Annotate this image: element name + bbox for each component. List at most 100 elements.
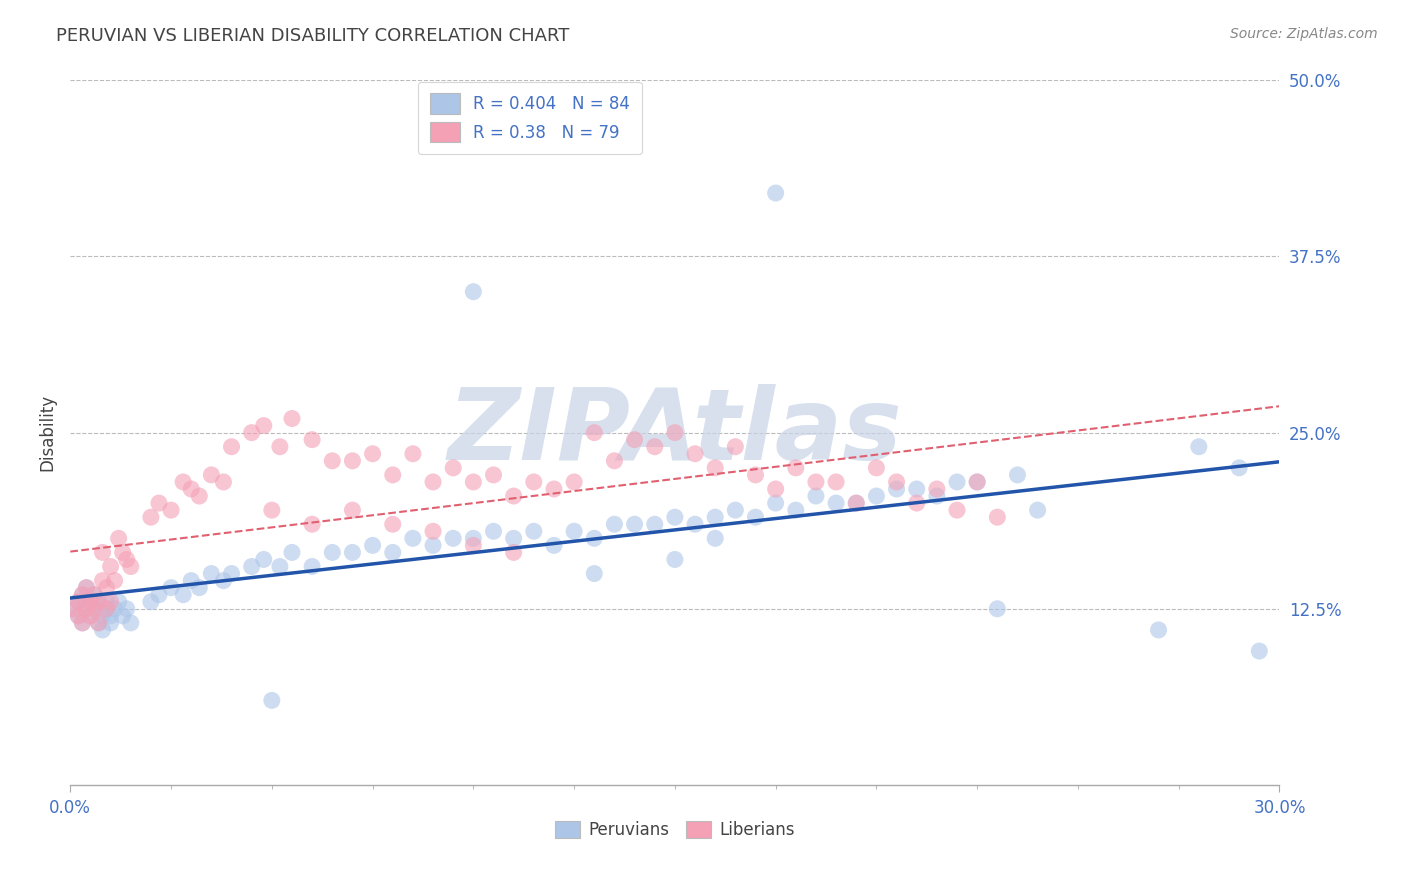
Point: [422, 475, 444, 489]
Point: [160, 503, 183, 517]
Point: [845, 496, 868, 510]
Point: [925, 489, 948, 503]
Point: [765, 496, 787, 510]
Point: [107, 532, 129, 546]
Point: [240, 559, 263, 574]
Point: [180, 574, 202, 588]
Point: [67, 608, 90, 623]
Point: [463, 285, 485, 299]
Point: [281, 411, 304, 425]
Point: [200, 467, 222, 482]
Point: [1026, 503, 1049, 517]
Point: [402, 447, 425, 461]
Point: [100, 615, 122, 630]
Point: [120, 615, 142, 630]
Point: [502, 545, 524, 559]
Point: [785, 503, 807, 517]
Point: [253, 552, 276, 566]
Point: [986, 601, 1008, 615]
Point: [583, 532, 606, 546]
Point: [785, 460, 807, 475]
Point: [463, 475, 485, 489]
Point: [865, 460, 887, 475]
Point: [180, 482, 202, 496]
Point: [104, 601, 127, 615]
Point: [502, 532, 524, 546]
Point: [269, 440, 291, 454]
Point: [87, 615, 110, 630]
Point: [543, 538, 565, 552]
Point: [724, 503, 747, 517]
Point: [301, 517, 323, 532]
Point: [301, 559, 323, 574]
Point: [683, 447, 706, 461]
Point: [301, 433, 323, 447]
Point: [765, 186, 787, 200]
Point: [825, 496, 848, 510]
Point: [886, 475, 908, 489]
Point: [381, 467, 404, 482]
Point: [281, 545, 304, 559]
Point: [67, 595, 90, 609]
Point: [87, 595, 110, 609]
Point: [221, 566, 243, 581]
Point: [583, 425, 606, 440]
Point: [79, 608, 101, 623]
Point: [100, 559, 122, 574]
Point: [83, 601, 105, 615]
Point: [79, 595, 101, 609]
Point: [63, 601, 86, 615]
Point: [188, 581, 211, 595]
Point: [664, 425, 686, 440]
Point: [72, 588, 94, 602]
Point: [240, 425, 263, 440]
Point: [100, 595, 122, 609]
Point: [905, 482, 928, 496]
Text: Source: ZipAtlas.com: Source: ZipAtlas.com: [1230, 27, 1378, 41]
Point: [148, 588, 170, 602]
Point: [200, 566, 222, 581]
Point: [96, 581, 118, 595]
Point: [422, 524, 444, 539]
Point: [67, 608, 90, 623]
Point: [523, 475, 546, 489]
Point: [744, 467, 766, 482]
Point: [523, 524, 546, 539]
Point: [1227, 460, 1250, 475]
Point: [1147, 623, 1170, 637]
Point: [212, 574, 235, 588]
Point: [79, 608, 101, 623]
Point: [260, 503, 283, 517]
Point: [91, 608, 114, 623]
Point: [381, 545, 404, 559]
Point: [260, 693, 283, 707]
Point: [664, 510, 686, 524]
Point: [79, 595, 101, 609]
Point: [342, 503, 364, 517]
Point: [1188, 440, 1211, 454]
Point: [664, 552, 686, 566]
Point: [160, 581, 183, 595]
Point: [91, 623, 114, 637]
Point: [886, 482, 908, 496]
Point: [72, 615, 94, 630]
Point: [381, 517, 404, 532]
Point: [139, 510, 162, 524]
Point: [83, 588, 105, 602]
Point: [623, 433, 645, 447]
Point: [100, 608, 122, 623]
Point: [502, 489, 524, 503]
Point: [87, 615, 110, 630]
Point: [562, 475, 585, 489]
Point: [583, 566, 606, 581]
Point: [1249, 644, 1271, 658]
Point: [72, 615, 94, 630]
Point: [115, 601, 138, 615]
Point: [96, 601, 118, 615]
Point: [543, 482, 565, 496]
Point: [724, 440, 747, 454]
Point: [212, 475, 235, 489]
Point: [361, 538, 384, 552]
Point: [441, 532, 464, 546]
Point: [966, 475, 988, 489]
